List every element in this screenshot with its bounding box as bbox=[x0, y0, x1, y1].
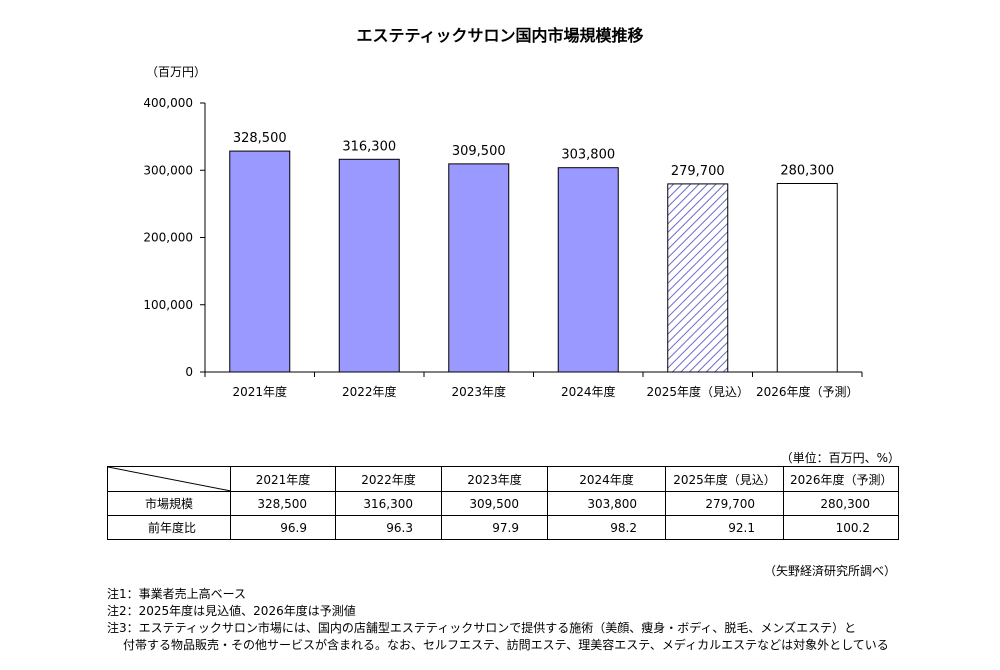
table-cell: 328,500 bbox=[230, 491, 336, 516]
y-tick-label: 300,000 bbox=[143, 163, 193, 177]
bar-value-label: 303,800 bbox=[561, 148, 615, 163]
bar-value-label: 279,700 bbox=[671, 164, 725, 179]
x-category-label: 2022年度 bbox=[342, 384, 397, 399]
x-category-label: 2021年度 bbox=[232, 384, 287, 399]
x-category-label: 2024年度 bbox=[561, 384, 616, 399]
table-header-cell: 2022年度 bbox=[335, 466, 442, 492]
table-cell: 96.9 bbox=[230, 515, 336, 540]
bar-value-label: 309,500 bbox=[452, 144, 506, 159]
source-credit: （矢野経済研究所調べ） bbox=[763, 564, 896, 578]
table-header-cell: 2026年度（予測） bbox=[783, 466, 899, 492]
table-cell: 96.3 bbox=[335, 515, 442, 540]
table-corner-cell bbox=[107, 466, 231, 492]
table-cell: 309,500 bbox=[441, 491, 548, 516]
bar-value-label: 316,300 bbox=[342, 139, 396, 154]
x-category-label: 2026年度（予測） bbox=[756, 384, 859, 399]
note-1: 注1：事業者売上高ベース bbox=[107, 587, 247, 601]
table-header-cell: 2025年度（見込） bbox=[665, 466, 784, 492]
bar-5 bbox=[667, 183, 729, 373]
table-unit-label: （単位：百万円、%） bbox=[780, 451, 900, 465]
table-row: 市場規模 328,500 316,300 309,500 303,800 279… bbox=[107, 491, 899, 516]
note-3: 注3：エステティックサロン市場には、国内の店舗型エステティックサロンで提供する施… bbox=[107, 621, 857, 635]
table-cell: 280,300 bbox=[783, 491, 899, 516]
bar-3 bbox=[448, 163, 510, 373]
table-header-row: 2021年度 2022年度 2023年度 2024年度 2025年度（見込） 2… bbox=[107, 466, 899, 492]
y-axis-unit-label: （百万円） bbox=[146, 65, 207, 79]
table-cell: 100.2 bbox=[783, 515, 899, 540]
table-header-cell: 2023年度 bbox=[441, 466, 548, 492]
table-cell: 92.1 bbox=[665, 515, 784, 540]
bar-4 bbox=[557, 167, 619, 373]
data-table: 2021年度 2022年度 2023年度 2024年度 2025年度（見込） 2… bbox=[107, 466, 899, 540]
table-cell: 316,300 bbox=[335, 491, 442, 516]
table-cell: 98.2 bbox=[547, 515, 666, 540]
bar-6 bbox=[776, 182, 838, 373]
y-tick-label: 400,000 bbox=[143, 96, 193, 110]
table-header-cell: 2024年度 bbox=[547, 466, 666, 492]
row-label-yoy-ratio: 前年度比 bbox=[107, 515, 231, 540]
bar-chart: 0 100,000 200,000 300,000 400,000 328,500 2021… bbox=[143, 96, 863, 399]
row-label-market-size: 市場規模 bbox=[107, 491, 231, 516]
diagonal-divider bbox=[108, 467, 231, 491]
x-category-label: 2025年度（見込） bbox=[646, 384, 749, 399]
note-2: 注2：2025年度は見込値、2026年度は予測値 bbox=[107, 604, 356, 618]
chart-title: エステティックサロン国内市場規模推移 bbox=[356, 26, 644, 45]
bar-value-label: 328,500 bbox=[233, 131, 287, 146]
table-cell: 303,800 bbox=[547, 491, 666, 516]
y-tick-label: 200,000 bbox=[143, 231, 193, 245]
table-header-cell: 2021年度 bbox=[230, 466, 336, 492]
bar-1 bbox=[229, 150, 291, 373]
x-category-label: 2023年度 bbox=[451, 384, 506, 399]
y-tick-label: 0 bbox=[185, 365, 193, 379]
bar-2 bbox=[338, 158, 400, 373]
table-row: 前年度比 96.9 96.3 97.9 98.2 92.1 100.2 bbox=[107, 515, 899, 540]
table-cell: 279,700 bbox=[665, 491, 784, 516]
y-tick-label: 100,000 bbox=[143, 298, 193, 312]
table-cell: 97.9 bbox=[441, 515, 548, 540]
note-3-continued: 付帯する物品販売・その他サービスが含まれる。なお、セルフエステ、訪問エステ、理美… bbox=[123, 638, 889, 652]
bar-value-label: 280,300 bbox=[780, 163, 834, 178]
